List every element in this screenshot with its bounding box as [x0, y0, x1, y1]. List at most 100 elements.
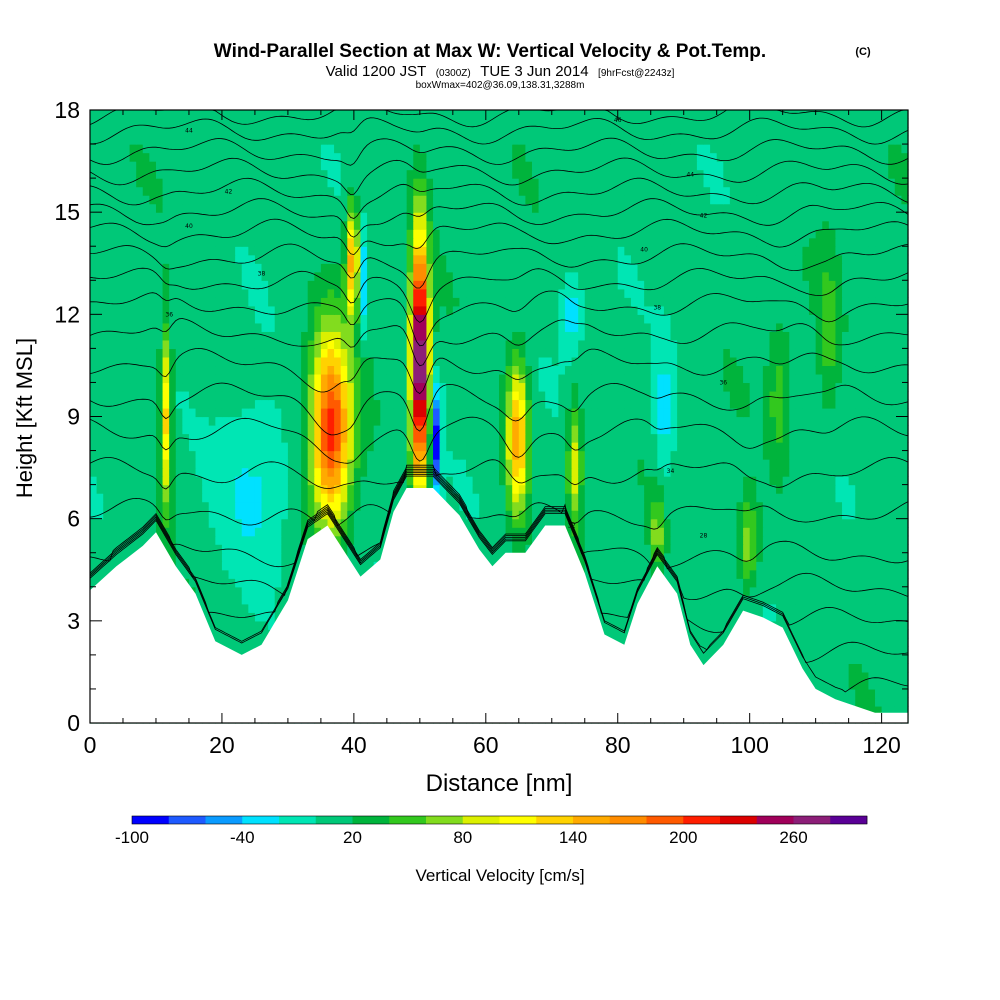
- w-cell: [802, 450, 810, 460]
- w-cell: [149, 442, 157, 452]
- w-cell: [241, 561, 249, 571]
- w-cell: [776, 535, 784, 545]
- w-cell: [875, 407, 883, 418]
- w-cell: [901, 586, 909, 596]
- w-cell: [795, 637, 804, 647]
- w-cell: [822, 527, 830, 537]
- w-cell: [881, 459, 889, 469]
- w-cell: [393, 476, 401, 486]
- w-cell: [756, 561, 764, 571]
- w-cell: [96, 552, 104, 562]
- w-cell: [287, 416, 296, 426]
- w-cell: [261, 629, 269, 639]
- w-cell: [815, 390, 823, 401]
- w-cell: [531, 442, 540, 452]
- w-cell: [756, 442, 764, 452]
- w-cell: [690, 620, 698, 630]
- w-cell: [835, 688, 843, 699]
- w-cell: [597, 586, 606, 596]
- w-cell: [789, 382, 797, 392]
- w-cell: [769, 416, 777, 426]
- w-cell: [769, 425, 777, 435]
- w-cell: [894, 680, 903, 690]
- w-cell: [690, 450, 698, 460]
- w-cell: [776, 459, 784, 469]
- w-cell: [294, 425, 302, 435]
- w-cell: [868, 705, 876, 716]
- w-cell: [875, 442, 883, 452]
- w-cell: [782, 501, 790, 511]
- w-cell: [644, 407, 652, 418]
- w-cell: [195, 510, 203, 520]
- w-cell: [835, 629, 843, 639]
- w-cell: [215, 459, 223, 469]
- w-cell: [597, 603, 606, 613]
- w-cell: [466, 390, 474, 401]
- w-cell: [809, 663, 817, 673]
- w-cell: [644, 510, 652, 520]
- w-cell: [584, 527, 592, 537]
- w-cell: [281, 493, 289, 503]
- w-cell: [677, 390, 685, 401]
- w-cell: [696, 561, 705, 571]
- w-cell: [254, 501, 263, 511]
- w-cell: [888, 646, 896, 656]
- w-cell: [690, 629, 698, 639]
- w-cell: [729, 442, 738, 452]
- w-cell: [749, 416, 757, 426]
- w-cell: [472, 476, 480, 486]
- w-cell: [835, 535, 843, 545]
- w-cell: [248, 476, 256, 486]
- w-cell: [340, 442, 348, 452]
- w-cell: [762, 578, 771, 588]
- w-cell: [842, 390, 850, 401]
- w-cell: [670, 527, 678, 537]
- w-cell: [485, 510, 494, 520]
- w-cell: [327, 484, 335, 494]
- w-cell: [136, 535, 144, 545]
- w-cell: [228, 603, 236, 613]
- w-cell: [604, 382, 612, 392]
- w-cell: [254, 612, 263, 622]
- w-cell: [459, 484, 467, 494]
- w-cell: [611, 612, 619, 622]
- w-cell: [901, 654, 909, 664]
- w-cell: [696, 476, 705, 486]
- w-cell: [215, 382, 223, 392]
- w-cell: [439, 493, 447, 503]
- w-cell: [518, 535, 526, 545]
- w-cell: [202, 382, 210, 392]
- w-cell: [393, 467, 401, 477]
- w-cell: [182, 425, 190, 435]
- w-cell: [426, 390, 434, 401]
- w-cell: [822, 603, 830, 613]
- w-cell: [591, 527, 599, 537]
- w-cell: [571, 544, 579, 554]
- w-cell: [136, 518, 144, 528]
- w-cell: [136, 476, 144, 486]
- w-cell: [353, 501, 362, 511]
- w-cell: [762, 603, 771, 613]
- w-cell: [558, 476, 566, 486]
- w-cell: [578, 442, 586, 452]
- w-cell: [604, 416, 612, 426]
- w-cell: [835, 620, 843, 630]
- w-cell: [716, 518, 724, 528]
- w-cell: [855, 620, 863, 630]
- w-cell: [571, 416, 579, 426]
- w-cell: [472, 493, 480, 503]
- w-cell: [617, 459, 625, 469]
- w-cell: [327, 493, 335, 503]
- w-cell: [195, 518, 203, 528]
- w-cell: [901, 603, 909, 613]
- w-cell: [894, 595, 903, 605]
- w-cell: [901, 578, 909, 588]
- w-cell: [716, 382, 724, 392]
- w-cell: [723, 578, 731, 588]
- w-cell: [809, 637, 817, 647]
- w-cell: [782, 416, 790, 426]
- w-cell: [809, 646, 817, 656]
- w-cell: [551, 433, 559, 443]
- w-cell: [499, 518, 507, 528]
- w-cell: [624, 407, 632, 418]
